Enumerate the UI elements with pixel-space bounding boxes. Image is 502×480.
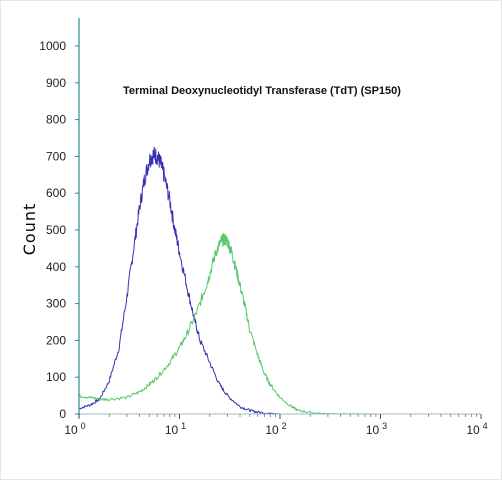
y-tick-label: 1000	[39, 39, 66, 53]
y-tick-label: 700	[46, 149, 66, 163]
x-tick-label: 10 3	[366, 421, 387, 437]
y-tick-label: 200	[46, 333, 66, 347]
histogram-series-2	[78, 233, 481, 415]
y-tick-label: 0	[59, 407, 66, 421]
y-tick-label: 800	[46, 113, 66, 127]
y-tick-label: 300	[46, 297, 66, 311]
y-tick-label: 400	[46, 260, 66, 274]
chart-title: Terminal Deoxynucleotidyl Transferase (T…	[123, 85, 401, 97]
histogram-series-1	[78, 146, 481, 415]
x-tick-label: 10 0	[64, 421, 85, 437]
x-tick-label: 10 2	[265, 421, 286, 437]
y-tick-label: 900	[46, 76, 66, 90]
x-tick-label: 10 1	[165, 421, 186, 437]
y-tick-label: 100	[46, 370, 66, 384]
y-tick-label: 500	[46, 223, 66, 237]
y-tick-label: 600	[46, 186, 66, 200]
x-tick-label: 10 4	[466, 421, 487, 437]
y-axis-label: Count	[20, 203, 39, 256]
